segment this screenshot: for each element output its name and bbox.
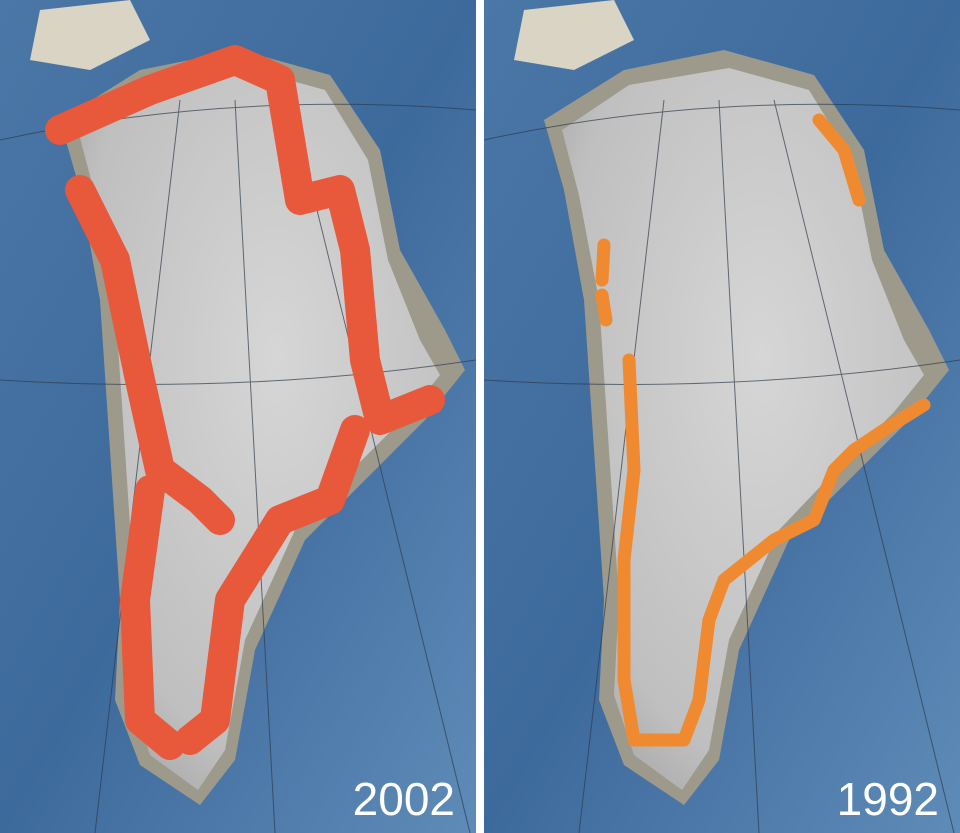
meridian — [289, 99, 471, 833]
year-label: 2002 — [353, 773, 455, 825]
panel-1992-content: 1992 — [484, 0, 960, 833]
divider — [476, 0, 484, 833]
ellesmere-island — [30, 0, 150, 70]
meridian — [578, 99, 665, 833]
parallel — [484, 103, 960, 141]
parallel — [484, 359, 960, 385]
ellesmere-island — [514, 0, 634, 70]
ice-sheet — [562, 68, 924, 790]
parallel — [0, 359, 476, 385]
year-label: 1992 — [837, 773, 939, 825]
meridian — [773, 99, 955, 833]
panel-2002: 2002 — [0, 0, 476, 833]
meridian — [718, 99, 760, 833]
meridian — [234, 99, 276, 833]
panel-1992: 1992 — [484, 0, 960, 833]
meridian — [94, 99, 181, 833]
graticule — [484, 99, 960, 833]
melt-area — [595, 113, 931, 747]
melt-area — [45, 45, 445, 760]
